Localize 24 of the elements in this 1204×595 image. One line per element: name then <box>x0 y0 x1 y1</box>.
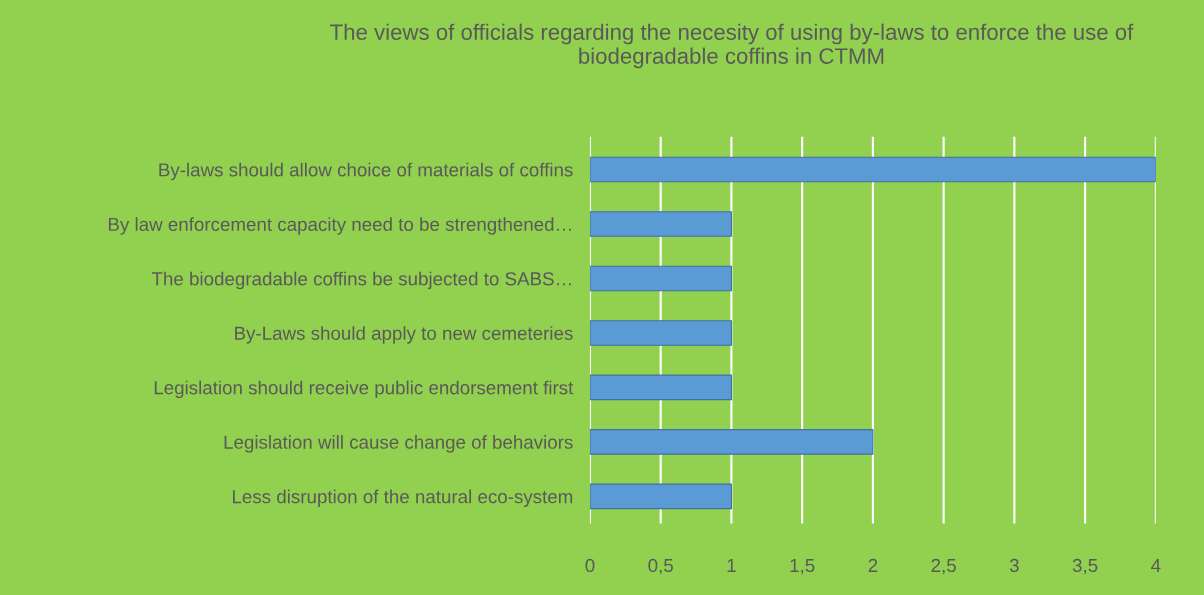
x-tick-label: 3 <box>1009 558 1019 573</box>
y-tick-label: By-laws should allow choice of materials of coffins <box>159 162 573 181</box>
bar <box>589 483 732 510</box>
bar <box>589 320 732 346</box>
y-tick-label: By law enforcement capacity need to be strengthened… <box>108 217 571 235</box>
chart-title: The views of officials regarding the necesity of using by-laws to enforce the use of biodegradable coffins in CTMM <box>330 23 1134 69</box>
x-tick-label: 2 <box>868 558 878 572</box>
bar <box>589 429 874 455</box>
x-tick-label: 1,5 <box>790 559 815 575</box>
x-tick-label: 0,5 <box>648 558 673 575</box>
x-tick-label: 1 <box>727 559 736 572</box>
y-tick-label: Legislation will cause change of behaviors <box>224 435 573 453</box>
x-tick-label: 3,5 <box>1072 558 1098 575</box>
y-tick-label: By-Laws should apply to new cemeteries <box>235 326 573 344</box>
bar <box>589 156 1156 183</box>
y-tick-label: The biodegradable coffins be subjected to SABS… <box>151 271 571 290</box>
x-tick-label: 0 <box>585 558 595 573</box>
bar <box>589 211 732 237</box>
bar <box>589 265 732 292</box>
y-tick-label: Less disruption of the natural eco-system <box>233 489 573 508</box>
y-tick-label: Legislation should receive public endorsement first <box>154 380 574 399</box>
x-tick-label: 2,5 <box>931 558 956 575</box>
x-tick-label: 4 <box>1151 559 1161 572</box>
bar <box>589 374 732 401</box>
